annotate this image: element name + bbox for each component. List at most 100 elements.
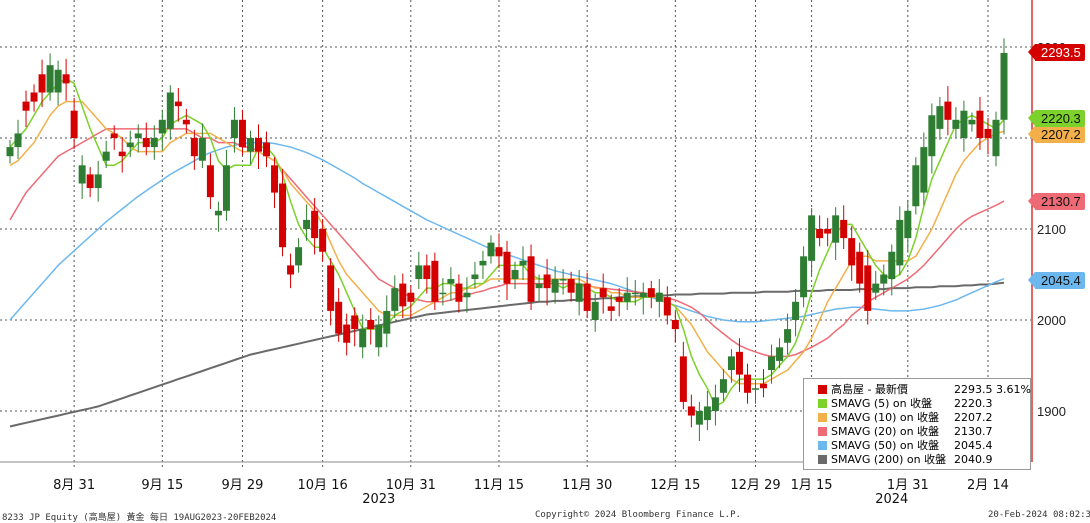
x-tick-label: 9月 29	[221, 478, 264, 493]
candle-body	[126, 142, 134, 148]
legend-item-sma10: SMAVG (10) on 收盤 2207.2	[818, 411, 1028, 425]
candle-body	[928, 115, 936, 157]
candle-body	[896, 219, 904, 266]
candle-body	[984, 128, 992, 138]
candle-body	[527, 256, 535, 302]
candle-body	[880, 274, 888, 284]
candle-body	[174, 101, 182, 107]
candle-body	[279, 183, 287, 248]
candle-body	[471, 274, 479, 280]
candle-body	[591, 301, 599, 320]
candle-body	[968, 119, 976, 125]
candle-body	[335, 301, 343, 334]
legend-swatch	[818, 399, 827, 408]
x-tick-label: 10月 31	[385, 478, 436, 493]
candle-body	[768, 356, 776, 371]
candle-body	[311, 210, 319, 239]
candle-body	[639, 292, 647, 298]
candle-body	[816, 229, 824, 239]
candle-body	[46, 65, 54, 93]
candle-body	[399, 283, 407, 307]
candle-body	[543, 274, 551, 289]
candle-body	[246, 138, 254, 152]
legend-item-sma50: SMAVG (50) on 收盤 2045.4	[818, 439, 1028, 453]
sma10-tag: 2207.2	[1028, 126, 1085, 143]
candle-body	[735, 351, 743, 375]
x-tick-label: 11月 30	[562, 478, 613, 493]
candle-body	[487, 242, 495, 257]
legend-swatch	[818, 385, 827, 394]
legend-swatch	[818, 455, 827, 464]
candle-body	[70, 110, 78, 138]
candle-body	[944, 101, 952, 120]
candle-body	[118, 151, 126, 157]
x-tick-label: 12月 29	[730, 478, 781, 493]
candle-body	[776, 347, 784, 361]
candle-body	[391, 288, 399, 311]
candle-body	[383, 310, 391, 334]
candle-body	[158, 119, 166, 134]
candle-body	[623, 292, 631, 302]
candle-body	[295, 247, 303, 266]
x-tick-label: 9月 15	[141, 478, 184, 493]
candle-body	[287, 265, 295, 275]
candle-body	[94, 174, 102, 189]
legend-item-sma200: SMAVG (200) on 收盤 2040.9	[818, 453, 1028, 467]
candle-body	[760, 383, 768, 389]
y-tick-1900: 1900	[1037, 404, 1066, 419]
candle-body	[912, 165, 920, 207]
candle-body	[615, 297, 623, 302]
candle-body	[551, 279, 559, 293]
candle-body	[904, 210, 912, 239]
candle-body	[559, 279, 567, 281]
y-tick-2100: 2100	[1037, 222, 1066, 237]
candle-body	[479, 260, 487, 266]
candle-body	[752, 388, 759, 390]
footer-copyright: Copyright© 2024 Bloomberg Finance L.P.	[535, 510, 741, 520]
x-tick-label: 1月 31	[886, 478, 929, 493]
candle-body	[407, 292, 415, 302]
candle-body	[655, 292, 663, 302]
candle-body	[78, 165, 86, 184]
candle-body	[367, 320, 375, 330]
candle-body	[936, 106, 944, 129]
series-line-sma200	[9, 281, 1005, 428]
candle-body	[263, 142, 271, 157]
sma50-tag: 2045.4	[1028, 272, 1085, 289]
x-tick-label: 8月 31	[53, 478, 96, 493]
x-tick-label: 12月 15	[650, 478, 701, 493]
candle-body	[663, 297, 671, 316]
candle-body	[784, 329, 792, 343]
candle-body	[503, 251, 511, 284]
candle-body	[719, 379, 727, 393]
candle-body	[447, 279, 455, 284]
candle-body	[255, 138, 262, 152]
x-tick-label: 10月 16	[297, 478, 348, 493]
candle-body	[792, 301, 800, 320]
candle-body	[992, 119, 1000, 157]
candle-body	[423, 265, 431, 280]
candle-body	[519, 260, 527, 266]
candle-body	[1000, 52, 1008, 120]
x-tick-label: 1月 15	[790, 478, 833, 493]
candle-body	[583, 283, 591, 311]
legend-swatch	[818, 441, 827, 450]
candle-body	[455, 283, 463, 302]
candle-body	[800, 256, 808, 298]
candle-body	[840, 219, 848, 239]
footer-timestamp: 20-Feb-2024 08:02:36	[988, 510, 1090, 520]
candle-body	[230, 119, 238, 138]
candle-body	[271, 165, 279, 193]
candle-body	[743, 374, 751, 393]
candle-body	[647, 288, 655, 298]
candle-body	[86, 174, 94, 189]
candle-body	[110, 133, 118, 138]
candle-body	[222, 165, 230, 211]
candle-body	[631, 292, 639, 295]
candle-body	[808, 215, 816, 261]
x-tick-label: 11月 15	[473, 478, 525, 493]
candle-body	[190, 138, 198, 157]
candle-body	[319, 229, 327, 252]
legend-item-sma5: SMAVG (5) on 收盤 2220.3	[818, 397, 1028, 411]
